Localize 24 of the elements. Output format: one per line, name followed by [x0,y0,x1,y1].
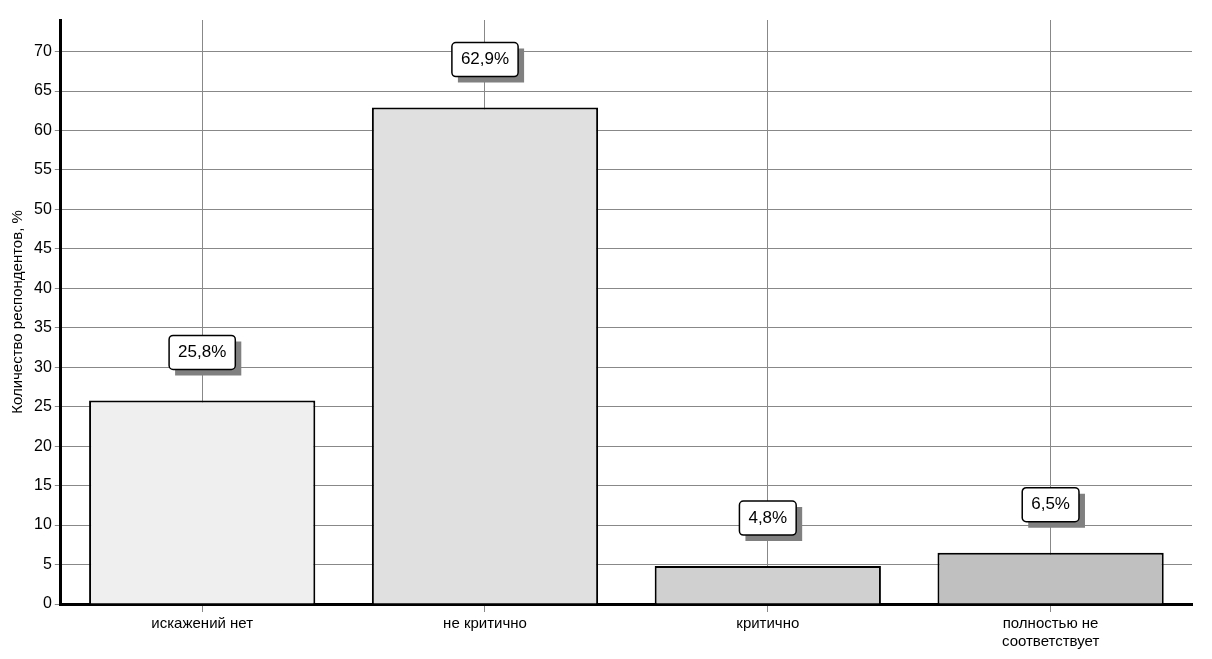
y-tick-label: 60 [34,120,52,138]
y-tick-label: 40 [34,278,52,296]
x-tick-label: не критично [443,614,527,632]
y-tick-label: 70 [34,41,52,59]
data-label: 4,8% [748,507,788,527]
y-tick-label: 55 [34,160,52,178]
y-tick-label: 15 [34,476,52,494]
y-tick-label: 20 [34,436,52,454]
y-tick-label: 10 [34,515,52,533]
y-tick-label: 50 [34,199,52,217]
x-tick-label: полностью не соответствует [1001,614,1100,650]
data-label: 6,5% [1031,494,1070,514]
y-tick-label: 0 [42,594,52,612]
y-tick-label: 65 [34,81,52,99]
y-tick-label: 30 [34,357,52,375]
x-tick-label: критично [736,614,800,632]
y-axis-title: Количество респондентов, % [8,210,26,414]
data-label: 25,8% [178,342,227,362]
x-tick-label: искажений нет [151,614,254,632]
y-tick-label: 45 [34,239,52,257]
y-tick-label: 25 [34,397,52,415]
data-label: 62,9% [460,49,510,69]
y-tick-label: 5 [42,554,52,572]
y-tick-label: 35 [34,318,52,336]
